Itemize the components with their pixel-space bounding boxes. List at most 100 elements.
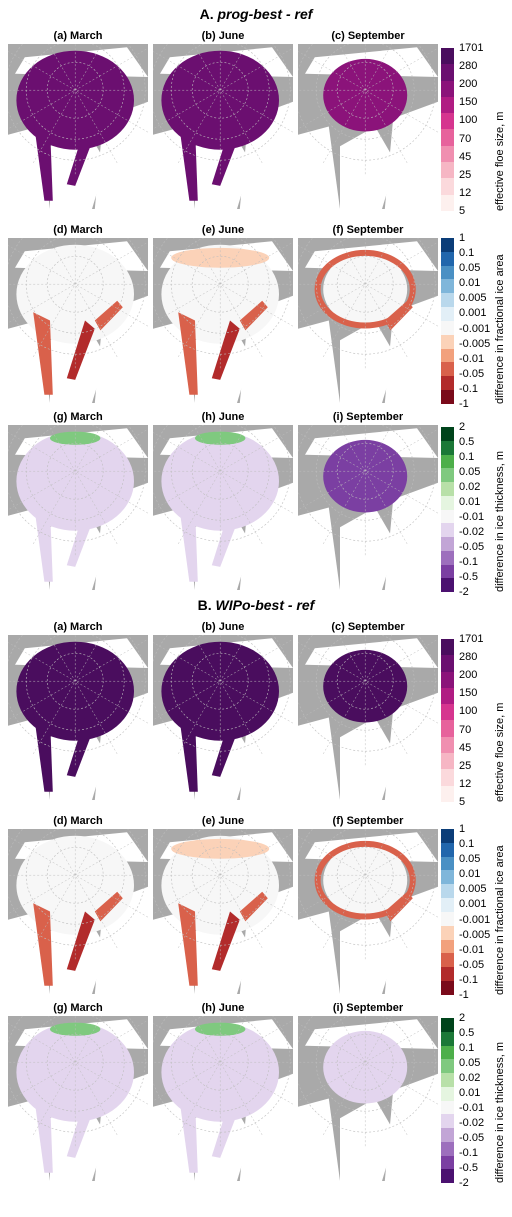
colorbar (441, 829, 454, 995)
colorbar-segment (441, 194, 454, 211)
colorbar-tick: 0.1 (459, 1042, 475, 1054)
colorbar-segment (441, 870, 454, 885)
colorbar-tick: -1 (459, 989, 469, 1001)
map-svg (0, 6, 160, 209)
colorbar-tick: 25 (459, 168, 472, 181)
colorbar-segment (441, 550, 454, 565)
map-svg (0, 791, 160, 994)
panel-title: (a) March (53, 621, 103, 633)
colorbar-tick: 0.005 (459, 292, 487, 305)
colorbar-tick: 1701 (459, 42, 484, 54)
map-panel (281, 387, 450, 590)
colorbar-segment (441, 1155, 454, 1170)
panel-title: (c) September (331, 621, 405, 633)
colorbar-segment (441, 856, 454, 871)
map-svg (136, 597, 305, 800)
colorbar-tick: 0.5 (459, 1027, 475, 1039)
colorbar-segment (441, 671, 454, 688)
colorbar-segment (441, 80, 454, 97)
map-panel (0, 387, 160, 590)
colorbar-segment (441, 178, 454, 195)
colorbar-tick: 200 (459, 669, 478, 682)
colorbar-segment (441, 468, 454, 482)
colorbar-segment (441, 293, 454, 308)
panel-title: (e) June (201, 815, 245, 827)
colorbar-segment (441, 1100, 454, 1115)
colorbar-label: effective floe size, m (494, 111, 506, 211)
colorbar-segment (441, 145, 454, 163)
colorbar-tick: -2 (459, 1177, 469, 1189)
panel-title: (i) September (332, 1002, 404, 1014)
colorbar-segment (441, 769, 454, 786)
colorbar-tick: 45 (459, 150, 472, 163)
colorbar-segment (441, 279, 454, 294)
map-panel (281, 978, 450, 1181)
colorbar-tick: 0.1 (459, 838, 475, 851)
colorbar-segment (441, 704, 454, 721)
colorbar-tick: 5 (459, 205, 466, 217)
colorbar-segment (441, 523, 454, 537)
panel-title: (d) March (53, 224, 103, 236)
colorbar-label: difference in ice thickness, m (494, 450, 506, 592)
colorbar-tick: 0.05 (459, 262, 481, 275)
colorbar-segment (441, 509, 454, 524)
colorbar-segment (441, 454, 454, 469)
panel-title: (f) September (332, 224, 404, 236)
panel-title: (b) June (201, 621, 245, 633)
panel-title: (c) September (331, 30, 405, 42)
colorbar-tick: 5 (459, 796, 466, 808)
panel-title: (g) March (53, 411, 103, 423)
colorbar (441, 639, 454, 802)
colorbar-segment (441, 320, 454, 335)
colorbar-segment (441, 1169, 454, 1183)
colorbar-segment (441, 1086, 454, 1101)
colorbar-segment (441, 564, 454, 579)
map-panel (281, 597, 450, 800)
panel-title: (f) September (332, 815, 404, 827)
panel-title: (h) June (201, 411, 245, 423)
colorbar-segment (441, 96, 454, 114)
map-svg (136, 200, 305, 403)
colorbar-segment (441, 829, 454, 843)
map-svg (0, 978, 160, 1181)
colorbar-segment (441, 1114, 454, 1128)
map-svg (0, 200, 160, 403)
colorbar-tick: -0.001 (459, 913, 491, 926)
panel-title: (g) March (53, 1002, 103, 1014)
colorbar-label: effective floe size, m (494, 702, 506, 802)
map-panel (136, 791, 305, 994)
colorbar-segment (441, 129, 454, 146)
colorbar-segment (441, 842, 454, 857)
colorbar-segment (441, 238, 454, 252)
colorbar-tick: 100 (459, 114, 478, 127)
colorbar (441, 238, 454, 404)
colorbar-segment (441, 376, 454, 391)
colorbar-segment (441, 736, 454, 754)
colorbar-tick: 280 (459, 60, 478, 73)
map-svg (136, 387, 305, 590)
map-svg (136, 978, 305, 1181)
colorbar-segment (441, 251, 454, 266)
colorbar-segment (441, 939, 454, 954)
colorbar-tick: -0.05 (459, 367, 485, 380)
colorbar-segment (441, 953, 454, 968)
colorbar-segment (441, 639, 454, 656)
colorbar-tick: 2 (459, 1012, 466, 1024)
colorbar-tick: -0.05 (459, 541, 485, 553)
colorbar-label: difference in fractional ice area (494, 254, 506, 404)
colorbar-tick: -0.1 (459, 1147, 478, 1159)
colorbar-tick: -0.05 (459, 1132, 485, 1144)
map-panel (136, 978, 305, 1181)
colorbar-segment (441, 785, 454, 802)
colorbar-segment (441, 578, 454, 592)
colorbar-tick: 280 (459, 651, 478, 664)
colorbar-segment (441, 911, 454, 926)
colorbar-tick: 0.5 (459, 436, 475, 448)
colorbar-tick: 0.01 (459, 868, 481, 881)
map-svg (136, 6, 305, 209)
colorbar-segment (441, 967, 454, 982)
colorbar-tick: 12 (459, 186, 472, 199)
colorbar-segment (441, 1128, 454, 1142)
colorbar-tick: 0.01 (459, 496, 481, 508)
colorbar-tick: -0.1 (459, 556, 478, 568)
